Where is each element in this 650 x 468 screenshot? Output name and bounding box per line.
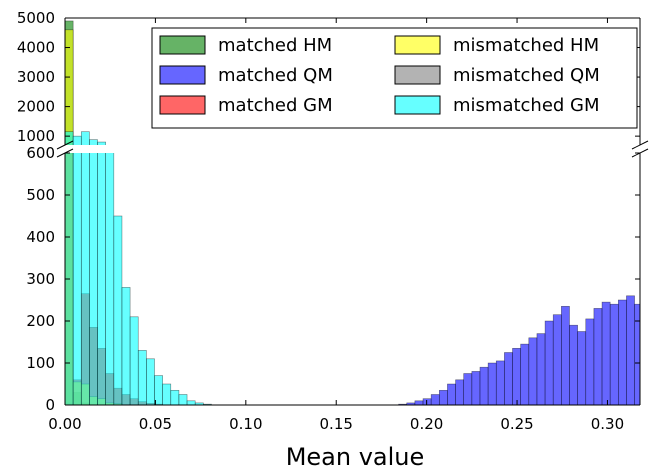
upper-ytick-label-1000: 1000 [17, 127, 55, 145]
bar-matched-qm-lower-47 [447, 383, 456, 405]
bar-mismatched-gm-lower-4 [97, 153, 106, 405]
legend-label-mismatched-gm: mismatched GM [453, 95, 600, 116]
legend-label-mismatched-qm: mismatched QM [453, 65, 600, 86]
bar-mismatched-gm-lower-14 [178, 394, 188, 405]
bar-matched-qm-lower-56 [520, 343, 530, 405]
break-mark-upper-0 [56, 140, 74, 150]
lower-ytick-label-500: 500 [26, 186, 55, 204]
legend-swatch-matched-qm [159, 65, 206, 85]
bar-mismatched-gm-upper-4 [97, 141, 106, 145]
legend-label-matched-qm: matched QM [218, 65, 333, 86]
bar-matched-qm-lower-60 [552, 314, 562, 405]
bar-matched-qm-lower-52 [487, 362, 497, 405]
xtick-label-0.20: 0.20 [410, 415, 443, 433]
upper-ytick-label-3000: 3000 [17, 68, 55, 86]
bar-matched-qm-lower-53 [495, 360, 505, 405]
bar-matched-qm-lower-50 [471, 371, 481, 405]
bar-mismatched-gm-lower-5 [105, 153, 115, 405]
lower-ytick-label-0: 0 [45, 396, 55, 414]
bar-matched-qm-lower-63 [577, 331, 587, 405]
bar-mismatched-gm-lower-0 [65, 153, 74, 405]
xtick-label-0.30: 0.30 [591, 415, 624, 433]
legend-swatch-mismatched-qm [394, 65, 441, 85]
bar-matched-qm-lower-70 [634, 303, 640, 405]
lower-ytick-label-200: 200 [26, 312, 55, 330]
upper-ytick-label-5000: 5000 [17, 9, 55, 27]
bar-mismatched-gm-lower-1 [72, 153, 82, 405]
upper-ytick-label-2000: 2000 [17, 98, 55, 116]
bar-matched-qm-lower-48 [455, 379, 465, 405]
bar-mismatched-hm-upper-0 [65, 29, 74, 145]
bar-mismatched-gm-upper-2 [80, 131, 90, 145]
bar-mismatched-gm-lower-3 [89, 153, 98, 405]
bar-matched-qm-lower-58 [536, 333, 546, 405]
bar-mismatched-gm-lower-8 [129, 316, 139, 405]
bar-mismatched-gm-lower-10 [146, 358, 155, 405]
xtick-label-0.10: 0.10 [229, 415, 262, 433]
bar-matched-qm-lower-67 [609, 303, 619, 405]
upper-panel [65, 20, 106, 145]
bar-matched-qm-lower-62 [569, 324, 578, 405]
xtick-label-0.05: 0.05 [139, 415, 172, 433]
bar-mismatched-gm-lower-7 [121, 287, 131, 405]
bar-matched-qm-lower-43 [414, 400, 424, 405]
bar-mismatched-gm-lower-15 [186, 400, 196, 405]
x-axis-label: Mean value [286, 443, 425, 468]
break-mark-upper-1 [631, 140, 649, 150]
lower-ytick-label-400: 400 [26, 228, 55, 246]
bar-mismatched-gm-upper-3 [89, 139, 98, 145]
bar-matched-qm-lower-61 [561, 305, 570, 405]
lower-ytick-label-600: 600 [26, 144, 55, 162]
xtick-label-0.15: 0.15 [320, 415, 353, 433]
axes-layer: 1000 2000 3000 4000 5000 0 100 200 300 400 500 600 0… [17, 9, 649, 433]
bar-mismatched-gm-upper-0 [65, 131, 74, 145]
bar-matched-qm-lower-45 [430, 394, 440, 405]
bar-matched-qm-lower-55 [512, 347, 521, 405]
bar-matched-qm-lower-68 [618, 299, 627, 405]
xtick-label-0.25: 0.25 [500, 415, 533, 433]
bar-mismatched-gm-lower-9 [137, 350, 147, 405]
bar-mismatched-gm-lower-13 [170, 389, 180, 405]
legend: matched HM matched QM matched GM mismatched… [151, 27, 638, 129]
bar-mismatched-gm-lower-6 [113, 215, 123, 405]
bar-matched-qm-lower-49 [463, 373, 473, 405]
bar-matched-qm-lower-69 [626, 295, 635, 405]
bar-matched-qm-lower-57 [528, 337, 538, 405]
lower-panel [65, 153, 640, 405]
legend-label-mismatched-hm: mismatched HM [453, 35, 599, 56]
legend-swatch-mismatched-hm [394, 35, 441, 55]
lower-ytick-label-100: 100 [26, 354, 55, 372]
xtick-label-0.00: 0.00 [48, 415, 81, 433]
legend-label-matched-hm: matched HM [218, 35, 332, 56]
bar-mismatched-gm-lower-12 [162, 383, 172, 405]
bar-matched-qm-lower-64 [585, 318, 595, 405]
bar-matched-qm-lower-59 [544, 320, 554, 405]
bar-matched-qm-lower-46 [438, 389, 448, 405]
legend-swatch-matched-gm [159, 95, 206, 115]
bar-matched-qm-lower-51 [479, 366, 489, 405]
lower-ytick-label-300: 300 [26, 270, 55, 288]
bar-mismatched-gm-lower-2 [80, 153, 90, 405]
legend-label-matched-gm: matched GM [218, 95, 333, 116]
bar-mismatched-gm-upper-1 [72, 135, 82, 145]
legend-swatch-matched-hm [159, 35, 206, 55]
bar-matched-qm-lower-65 [593, 308, 603, 405]
legend-swatch-mismatched-gm [394, 95, 441, 115]
bar-matched-qm-lower-54 [504, 352, 513, 405]
upper-ytick-label-4000: 4000 [17, 39, 55, 57]
bar-matched-qm-lower-66 [601, 301, 611, 405]
